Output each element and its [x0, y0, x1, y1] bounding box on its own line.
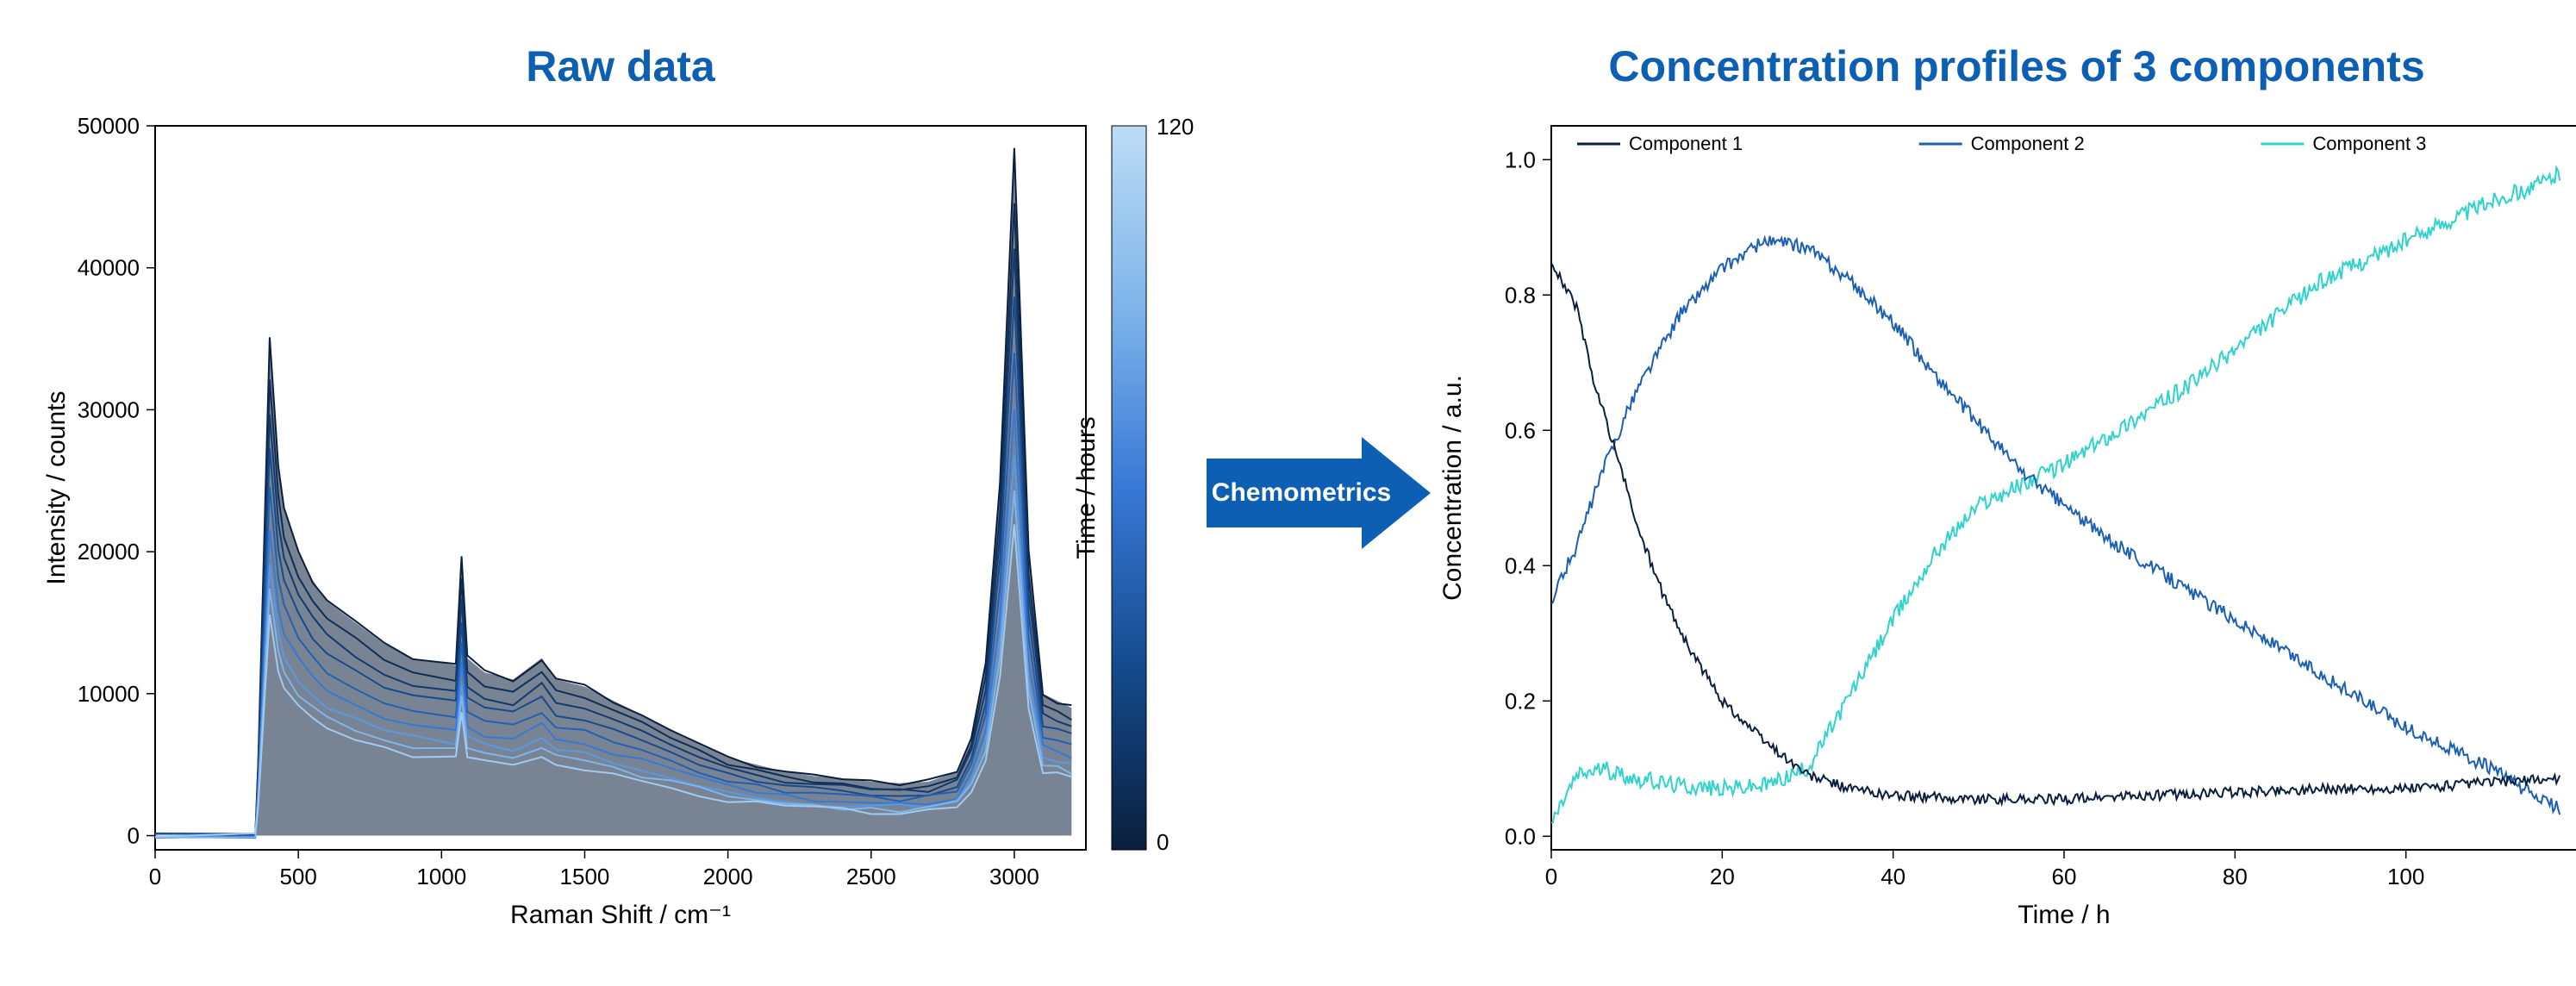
left-chart: 0500100015002000250030000100002000030000…: [34, 100, 1207, 945]
svg-text:30000: 30000: [78, 396, 140, 422]
svg-text:0.2: 0.2: [1505, 688, 1536, 714]
svg-text:0: 0: [1157, 829, 1169, 855]
right-chart: 0 20 40 60 80 100 0.0 0.2 0.4 0.6 0.8 1.0 Time / h Co…: [1431, 100, 2576, 945]
svg-text:1000: 1000: [416, 864, 466, 889]
svg-text:2000: 2000: [703, 864, 753, 889]
svg-text:0.0: 0.0: [1505, 823, 1536, 849]
svg-text:50000: 50000: [78, 113, 140, 139]
svg-text:0: 0: [149, 864, 161, 889]
svg-text:40000: 40000: [78, 255, 140, 281]
svg-text:1.0: 1.0: [1505, 147, 1536, 172]
svg-text:0: 0: [128, 823, 140, 849]
svg-text:40: 40: [1881, 864, 1905, 889]
svg-text:0.4: 0.4: [1505, 552, 1536, 578]
arrow-label: Chemometrics: [1207, 478, 1396, 508]
svg-text:10000: 10000: [78, 681, 140, 707]
svg-text:0: 0: [1545, 864, 1557, 889]
svg-text:Intensity / counts: Intensity / counts: [42, 390, 71, 584]
svg-text:120: 120: [1157, 114, 1194, 140]
svg-text:500: 500: [279, 864, 316, 889]
svg-text:20: 20: [1710, 864, 1735, 889]
figure-container: Raw data 0500100015002000250030000100002…: [0, 0, 2576, 986]
left-panel: Raw data 0500100015002000250030000100002…: [34, 41, 1207, 945]
svg-text:2500: 2500: [846, 864, 896, 889]
left-title: Raw data: [526, 41, 715, 91]
svg-text:1500: 1500: [560, 864, 610, 889]
svg-text:100: 100: [2387, 864, 2424, 889]
svg-text:Component 3: Component 3: [2312, 133, 2426, 154]
svg-text:3000: 3000: [989, 864, 1039, 889]
svg-text:80: 80: [2223, 864, 2248, 889]
svg-text:0.8: 0.8: [1505, 282, 1536, 308]
right-panel: Concentration profiles of 3 components 0…: [1431, 41, 2576, 945]
right-title: Concentration profiles of 3 components: [1608, 41, 2424, 91]
svg-text:Time / h: Time / h: [2018, 901, 2110, 929]
arrow-icon: Chemometrics: [1207, 437, 1431, 549]
svg-text:Concentration / a.u.: Concentration / a.u.: [1438, 375, 1467, 601]
svg-text:0.6: 0.6: [1505, 417, 1536, 443]
svg-text:Component 1: Component 1: [1629, 133, 1743, 154]
svg-text:Raman Shift / cm⁻¹: Raman Shift / cm⁻¹: [510, 901, 731, 929]
svg-text:20000: 20000: [78, 539, 140, 565]
arrow-section: Chemometrics: [1207, 437, 1431, 549]
svg-text:Component 2: Component 2: [1971, 133, 2085, 154]
svg-text:60: 60: [2052, 864, 2077, 889]
svg-text:Time / hours: Time / hours: [1072, 416, 1101, 559]
